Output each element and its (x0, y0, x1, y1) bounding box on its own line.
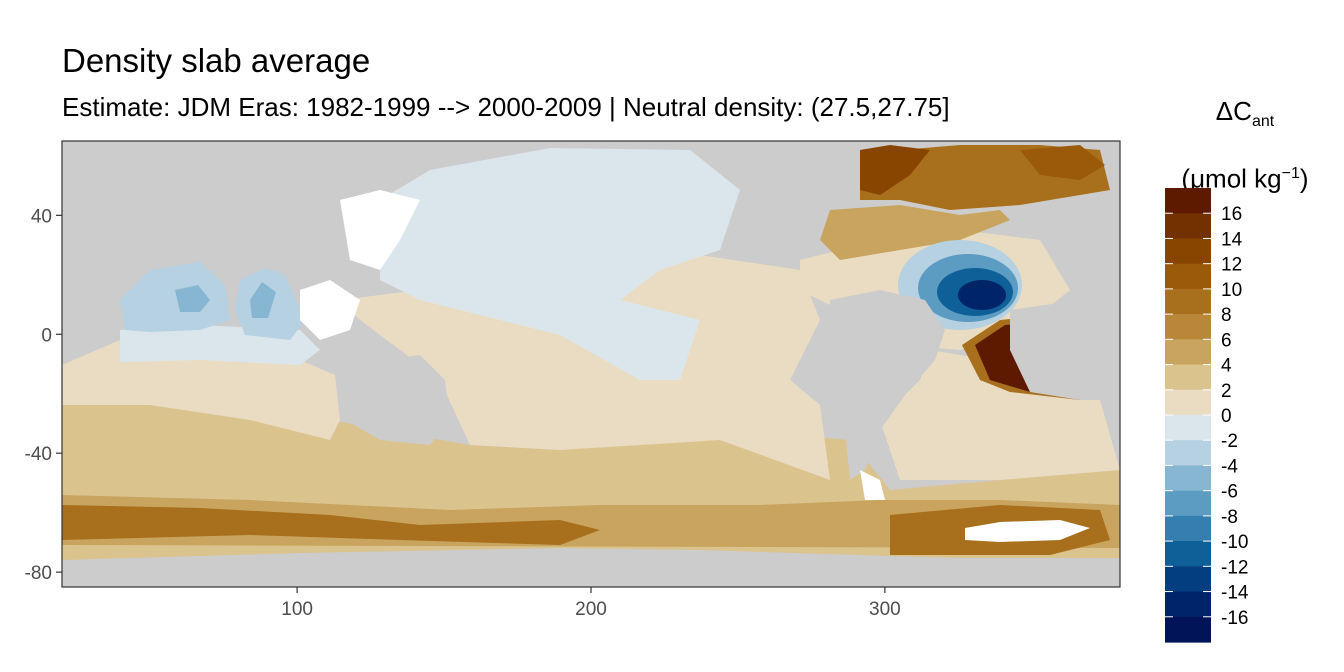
legend-tick-label: 0 (1221, 406, 1232, 427)
legend-tick-label: -14 (1221, 583, 1249, 604)
anomaly-negative-core (958, 280, 1006, 310)
ocean-labrador-dark (1020, 145, 1105, 180)
legend-tick-label: 6 (1221, 330, 1232, 351)
legend-color-step (1165, 465, 1211, 492)
legend-color-step (1165, 389, 1211, 416)
legend-tick-label: -4 (1221, 456, 1238, 477)
x-axis: 100 200 300 (281, 587, 901, 620)
legend-tick-label: -2 (1221, 431, 1238, 452)
map-subtitle: Estimate: JDM Eras: 1982-1999 --> 2000-2… (62, 92, 950, 122)
legend-tick-label: 12 (1221, 255, 1242, 276)
y-axis: 40 0 -40 -80 (25, 206, 62, 584)
ocean-bengal-core (250, 282, 276, 318)
legend-color-step (1165, 541, 1211, 567)
legend-tick-label: 14 (1221, 229, 1243, 250)
x-tick-label: 200 (575, 599, 607, 620)
map-title: Density slab average (62, 42, 371, 79)
ocean-north-pacific (380, 148, 740, 380)
legend-color-step (1165, 238, 1211, 265)
legend-tick-label: 16 (1221, 204, 1242, 225)
land-africa (1010, 300, 1120, 470)
ocean-south-band-dark (62, 505, 600, 545)
legend-color-step (1165, 188, 1211, 214)
legend-color-step (1165, 515, 1211, 542)
legend-color-step (1165, 490, 1211, 517)
legend-color-step (1165, 364, 1211, 391)
land-south-america (830, 290, 945, 480)
y-tick-label: 40 (31, 206, 52, 227)
legend-color-step (1165, 616, 1211, 643)
missing-asia-coast (340, 190, 420, 270)
legend-color-step (1165, 288, 1211, 315)
y-tick-label: -80 (25, 563, 52, 584)
y-tick-label: -40 (25, 444, 52, 465)
x-tick-label: 300 (869, 599, 901, 620)
ocean-arabian-core (175, 285, 210, 312)
ocean-indian (62, 340, 340, 440)
legend-tick-label: -6 (1221, 482, 1238, 503)
legend-tick-label: -16 (1221, 608, 1248, 629)
ocean-north-atlantic-warm (820, 205, 1010, 260)
land-australia (340, 355, 450, 445)
legend-symbol: ΔCant (1215, 96, 1275, 131)
map-panel (62, 141, 1120, 587)
legend-unit: (μmol kg−1) (1181, 163, 1309, 194)
land-antarctica (62, 548, 1120, 587)
legend-tick-label: 4 (1221, 356, 1232, 377)
legend-tick-label: 2 (1221, 381, 1232, 402)
legend-tick-label: -10 (1221, 532, 1248, 553)
legend-tick-label: 8 (1221, 305, 1232, 326)
legend-color-step (1165, 591, 1211, 618)
legend-title: ΔCant (μmol kg−1) (1160, 85, 1330, 205)
legend-tick-label: -12 (1221, 557, 1248, 578)
legend-color-step (1165, 314, 1211, 340)
legend-tick-label: 10 (1221, 280, 1242, 301)
legend-tick-label: -8 (1221, 507, 1238, 528)
missing-drake-passage (860, 470, 885, 500)
legend-color-step (1165, 566, 1211, 593)
ocean-pacific (340, 255, 830, 480)
legend-color-step (1165, 440, 1211, 467)
legend-color-step (1165, 263, 1211, 290)
missing-antarctic-coast (965, 520, 1090, 542)
missing-southeast-asia (300, 280, 360, 340)
legend-color-step (1165, 339, 1211, 366)
ocean-arabian-sea (120, 262, 230, 332)
x-tick-label: 100 (281, 599, 313, 620)
legend-colorbar: 16 14 12 10 8 6 4 2 0 -2 -4 -6 -8 -10 -12 -14 -16 (1165, 188, 1249, 643)
legend-color-step (1165, 415, 1211, 441)
y-tick-label: 0 (41, 325, 52, 346)
legend-color-step (1165, 213, 1211, 240)
ocean-nordic-dark (860, 145, 930, 195)
